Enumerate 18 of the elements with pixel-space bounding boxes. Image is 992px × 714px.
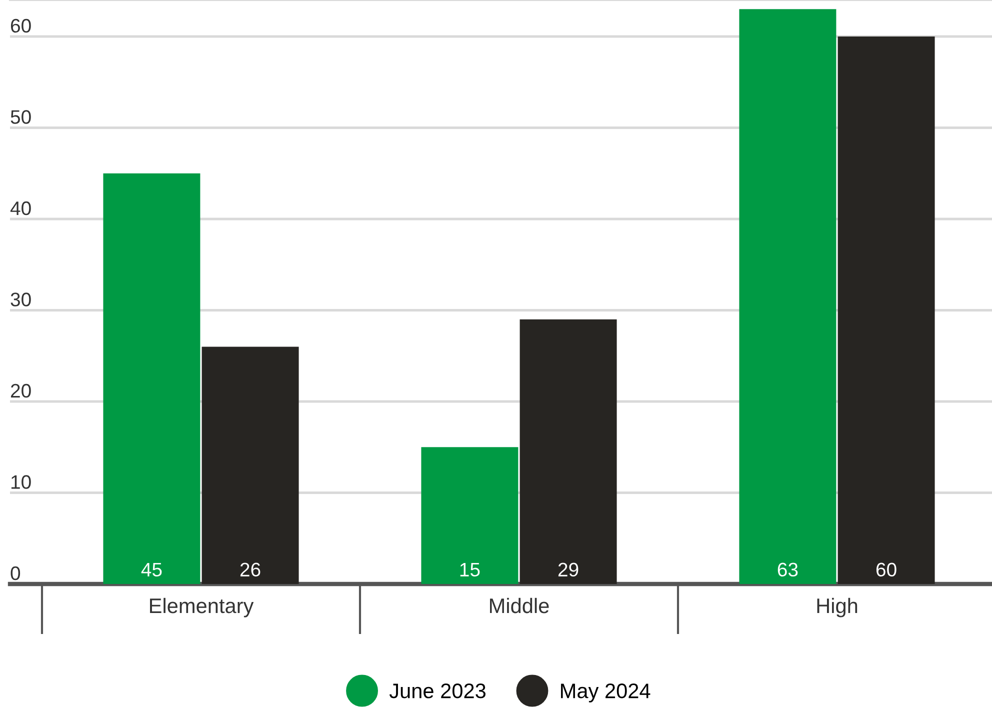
x-tick-label: High (817, 598, 858, 618)
x-tick-label: Elementary (150, 598, 254, 618)
y-tick-label: 20 (10, 384, 31, 398)
y-tick-label: 60 (10, 18, 31, 33)
data-label: 15 (460, 562, 480, 577)
data-label: 45 (141, 562, 162, 577)
data-label: 29 (558, 562, 578, 577)
x-tick-label: Middle (490, 598, 549, 614)
y-tick-label: 50 (10, 110, 31, 124)
data-label: 26 (240, 562, 260, 577)
data-label: 60 (876, 562, 896, 577)
data-label: 63 (778, 562, 798, 577)
y-tick-label: 30 (10, 292, 31, 306)
legend-label: May 2024 (561, 684, 650, 702)
y-tick-label: 40 (10, 201, 31, 216)
legend-label: June 2023 (389, 684, 486, 698)
y-tick-label: 0 (10, 566, 20, 580)
y-tick-label: 10 (11, 475, 31, 489)
